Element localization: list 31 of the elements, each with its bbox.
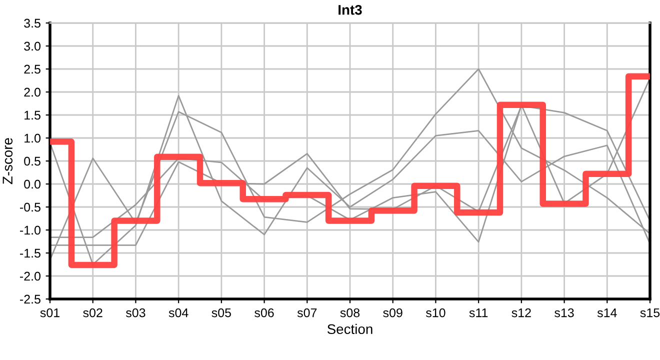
y-tick-label: 1.0 [24, 134, 40, 143]
y-tick-label: 0.5 [24, 156, 40, 166]
y-tick-label: 3.0 [24, 42, 40, 51]
x-axis-title: Section [327, 324, 372, 334]
x-tick-label: s08 [340, 308, 360, 318]
y-tick-label: -1.5 [20, 248, 40, 258]
y-tick-label: 0.0 [24, 180, 40, 189]
y-tick-label: 3.5 [24, 18, 40, 28]
x-tick-label: s10 [426, 308, 446, 318]
y-axis-title: Z-score [2, 138, 13, 184]
y-tick-label: -2.0 [20, 272, 40, 281]
y-tick-label: 2.0 [24, 88, 40, 97]
y-tick-label: 2.5 [24, 64, 40, 74]
y-tick-label: -2.5 [20, 294, 40, 304]
x-tick-label: s06 [254, 308, 274, 318]
x-tick-label: s12 [512, 308, 531, 318]
x-tick-label: s02 [83, 308, 102, 318]
x-tick-label: s01 [40, 308, 60, 318]
y-tick-label: -1.0 [20, 226, 40, 235]
x-tick-label: s09 [383, 308, 402, 318]
x-tick-label: s07 [297, 308, 317, 318]
x-tick-label: s14 [597, 308, 617, 318]
chart-title: Int3 [338, 4, 362, 15]
x-tick-label: s05 [212, 308, 231, 318]
x-tick-label: s03 [126, 308, 146, 318]
x-tick-label: s13 [554, 308, 574, 318]
y-tick-label: 1.5 [24, 110, 40, 120]
x-tick-label: s04 [168, 308, 188, 318]
x-tick-label: s15 [640, 308, 660, 318]
x-tick-label: s11 [469, 308, 488, 318]
y-tick-label: -0.5 [20, 202, 40, 212]
